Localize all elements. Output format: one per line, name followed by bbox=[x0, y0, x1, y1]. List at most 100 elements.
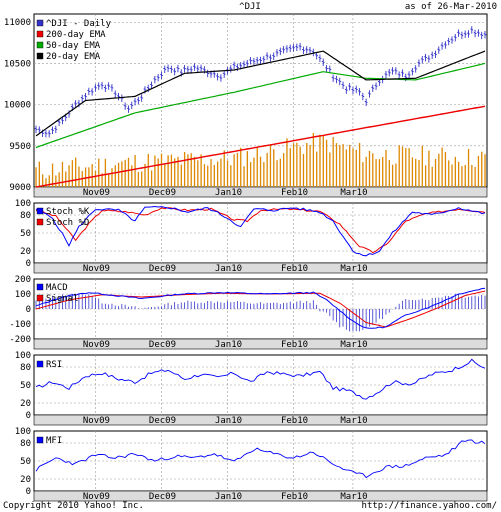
volume-bar bbox=[141, 171, 143, 187]
volume-bar bbox=[183, 151, 186, 187]
rsi-ytick-label: 20 bbox=[20, 399, 31, 409]
stoch-xtick-label: Mar10 bbox=[340, 264, 367, 274]
volume-bar bbox=[137, 172, 140, 187]
volume-bar bbox=[477, 155, 480, 187]
volume-bar bbox=[246, 151, 248, 187]
legend-label: 200-day EMA bbox=[46, 30, 106, 40]
volume-bar bbox=[283, 153, 285, 187]
volume-bar bbox=[375, 159, 377, 187]
legend-swatch bbox=[36, 294, 44, 302]
volume-bar bbox=[101, 173, 103, 187]
volume-bar bbox=[405, 148, 407, 187]
stoch-ytick-label: 80 bbox=[20, 211, 31, 221]
macd-ytick-label: 200 bbox=[15, 275, 31, 285]
volume-bar bbox=[154, 155, 156, 187]
chart-date: as of 26-Mar-2010 bbox=[405, 2, 497, 12]
volume-bar bbox=[193, 156, 196, 187]
mfi-ytick-label: 0 bbox=[26, 487, 31, 497]
volume-bar bbox=[38, 161, 41, 187]
volume-bar bbox=[316, 151, 318, 187]
volume-bar bbox=[249, 162, 252, 187]
ema20-line bbox=[35, 50, 486, 137]
volume-bar bbox=[388, 160, 390, 187]
volume-bar bbox=[98, 158, 100, 187]
volume-bar bbox=[65, 171, 67, 187]
volume-bar bbox=[210, 159, 212, 187]
legend-swatch bbox=[36, 283, 44, 291]
volume-bar bbox=[243, 166, 245, 187]
volume-bar bbox=[259, 156, 262, 187]
volume-bar bbox=[157, 158, 159, 187]
stoch-ytick-label: 100 bbox=[15, 199, 31, 209]
volume-bar bbox=[312, 132, 315, 187]
price-xtick-label: Nov09 bbox=[83, 188, 110, 198]
volume-bar bbox=[461, 166, 463, 187]
volume-bar bbox=[339, 145, 341, 187]
rsi-ytick-label: 80 bbox=[20, 363, 31, 373]
volume-bar bbox=[286, 138, 288, 187]
rsi-ytick-label: 0 bbox=[26, 411, 31, 421]
volume-bar bbox=[306, 142, 308, 187]
rsi-ytick-label: 100 bbox=[15, 351, 31, 361]
volume-bar bbox=[418, 160, 420, 187]
volume-bar bbox=[68, 165, 70, 187]
volume-bar bbox=[457, 161, 460, 187]
stoch-ytick-label: 0 bbox=[26, 259, 31, 269]
volume-bar bbox=[111, 168, 113, 187]
volume-bar bbox=[302, 153, 305, 187]
volume-bar bbox=[332, 137, 334, 187]
legend-swatch bbox=[36, 360, 44, 368]
rsi-xtick-label: Dec09 bbox=[149, 416, 176, 426]
volume-bar bbox=[71, 160, 74, 187]
legend-label: 50-day EMA bbox=[46, 41, 101, 51]
volume-bar bbox=[121, 161, 123, 187]
macd-line bbox=[35, 287, 486, 329]
legend-swatch bbox=[36, 52, 44, 60]
macd-xtick-label: Jan10 bbox=[215, 340, 242, 350]
volume-bar bbox=[365, 156, 367, 187]
volume-bar bbox=[147, 153, 149, 187]
volume-bar bbox=[203, 164, 206, 187]
volume-bar bbox=[263, 161, 265, 187]
volume-bar bbox=[197, 160, 199, 187]
volume-bar bbox=[481, 151, 483, 187]
volume-bar bbox=[104, 158, 107, 187]
chart-symbol: ^DJI bbox=[239, 2, 261, 12]
volume-bar bbox=[127, 157, 130, 187]
price-ytick-label: 11000 bbox=[4, 18, 31, 28]
volume-bar bbox=[200, 154, 202, 187]
volume-bar bbox=[401, 146, 404, 187]
volume-bar bbox=[187, 154, 189, 187]
volume-bar bbox=[45, 178, 47, 187]
volume-bar bbox=[444, 151, 447, 187]
source-url: http://finance.yahoo.com/ bbox=[362, 501, 497, 511]
mfi-xtick-label: Feb10 bbox=[281, 492, 308, 502]
macd-date-strip bbox=[33, 338, 488, 350]
volume-bar bbox=[164, 163, 166, 187]
price-ytick-label: 9500 bbox=[9, 142, 31, 152]
macd-xtick-label: Dec09 bbox=[149, 340, 176, 350]
price-ytick-label: 9000 bbox=[9, 183, 31, 193]
mfi-xtick-label: Jan10 bbox=[215, 492, 242, 502]
volume-bar bbox=[471, 164, 473, 187]
volume-bar bbox=[279, 158, 282, 187]
volume-bar bbox=[378, 159, 381, 187]
copyright-text: Copyright 2010 Yahoo! Inc. bbox=[3, 501, 144, 511]
volume-bar bbox=[269, 144, 272, 187]
macd-ytick-label: -100 bbox=[9, 320, 31, 330]
volume-bar bbox=[91, 164, 93, 187]
volume-bar bbox=[319, 134, 321, 187]
volume-bar bbox=[448, 160, 450, 187]
volume-bar bbox=[256, 146, 258, 187]
price-xtick-label: Mar10 bbox=[340, 188, 367, 198]
volume-bar bbox=[177, 156, 179, 187]
stoch-ytick-label: 50 bbox=[20, 229, 31, 239]
volume-bar bbox=[174, 158, 176, 187]
volume-bar bbox=[273, 149, 275, 187]
volume-bar bbox=[467, 148, 470, 187]
volume-bar bbox=[131, 165, 133, 187]
stoch-xtick-label: Dec09 bbox=[149, 264, 176, 274]
volume-bar bbox=[342, 144, 344, 187]
volume-bar bbox=[411, 157, 414, 187]
volume-bar bbox=[190, 153, 192, 187]
